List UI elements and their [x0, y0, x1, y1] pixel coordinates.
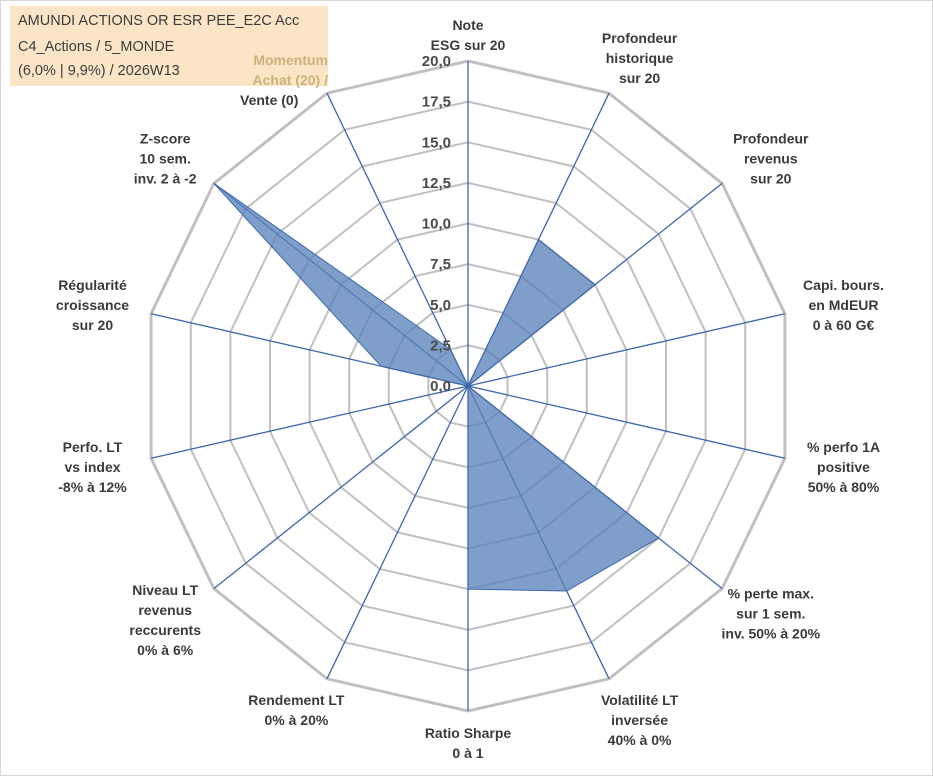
tick-label: 17,5	[422, 94, 451, 111]
axis-label: Rendement LT 0% à 20%	[248, 692, 345, 728]
tick-label: 12,5	[422, 175, 451, 192]
axis-spoke	[326, 92, 469, 387]
momentum-label: Momentum Achat (20) /	[228, 50, 328, 90]
axis-label: Profondeur historique sur 20	[602, 30, 678, 86]
axis-label: Niveau LT revenus reccurents 0% à 6%	[129, 582, 201, 658]
radar-axis-labels: Note ESG sur 20 Profondeur historique sur 20…	[56, 17, 884, 761]
axis-spoke	[150, 385, 469, 459]
fund-info-box: AMUNDI ACTIONS OR ESR PEE_E2C Acc C4_Act…	[10, 6, 328, 88]
series-area	[213, 182, 660, 592]
axis-label: Perfo. LT vs index -8% à 12%	[58, 439, 127, 495]
axis-label: Ratio Sharpe 0 à 1	[425, 725, 512, 761]
axis-spoke	[326, 385, 469, 680]
axis-label: Volatilité LT inversée 40% à 0%	[601, 692, 679, 748]
axis-spoke	[467, 385, 786, 459]
axis-spoke	[467, 313, 786, 387]
radar-series	[213, 182, 660, 592]
fund-name: AMUNDI ACTIONS OR ESR PEE_E2C Acc	[18, 13, 300, 29]
axis-label: Note ESG sur 20	[431, 17, 506, 53]
axis-label: Capi. bours. en MdEUR 0 à 60 G€	[803, 277, 884, 333]
fund-stats: (6,0% | 9,9%) / 2026W13	[18, 63, 180, 79]
tick-label: 2,5	[430, 337, 451, 354]
radar-tick-labels: 0,0 2,5 5,0 7,5 10,0 12,5 15,0 17,5 20,0	[422, 53, 451, 395]
tick-label: 0,0	[430, 378, 451, 395]
momentum-sell: Vente (0)	[240, 92, 299, 108]
axis-spoke	[213, 385, 469, 590]
momentum-title: Momentum	[253, 52, 328, 68]
fund-category: C4_Actions / 5_MONDE	[18, 39, 175, 55]
axis-label: % perte max. sur 1 sem. inv. 50% à 20%	[722, 586, 821, 642]
tick-label: 5,0	[430, 297, 451, 314]
axis-label: % perfo 1A positive 50% à 80%	[807, 439, 880, 495]
tick-label: 15,0	[422, 134, 451, 151]
axis-label: Profondeur revenus sur 20	[733, 130, 809, 186]
axis-label: Z-score 10 sem. inv. 2 à -2	[134, 130, 197, 186]
momentum-buy: Achat (20) /	[252, 72, 328, 88]
tick-label: 20,0	[422, 53, 451, 70]
axis-label: Régularité croissance sur 20	[56, 277, 129, 333]
tick-label: 10,0	[422, 216, 451, 233]
tick-label: 7,5	[430, 256, 451, 273]
